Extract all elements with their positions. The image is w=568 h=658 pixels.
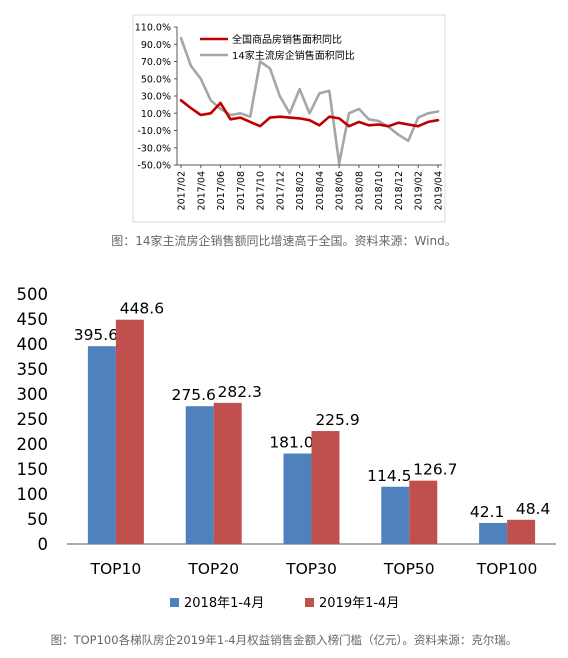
bar-2018: [381, 486, 410, 544]
x-tick-label: 2018/04: [315, 171, 326, 210]
x-tick-label: 2017/04: [196, 171, 207, 210]
y-tick-label: -30.0%: [137, 143, 171, 154]
x-tick-label: 2018/06: [335, 171, 346, 210]
bar-2019: [507, 519, 536, 544]
x-tick-label: 2017/10: [256, 171, 267, 210]
caption-top: 图：14家主流房企销售额同比增速高于全国。资料来源：Wind。: [111, 234, 457, 248]
y-tick-label: 100: [17, 485, 49, 504]
y-tick-label: 70.0%: [141, 57, 171, 68]
legend: 全国商品房销售面积同比 14家主流房企销售面积同比: [200, 33, 355, 62]
x-tick-label: 2017/02: [177, 171, 188, 210]
y-tick-label: 0: [38, 535, 49, 554]
bar-2018: [87, 346, 116, 544]
legend-swatch-2019: [305, 598, 314, 607]
y-tick-label: 450: [17, 310, 49, 329]
x-tick-label: TOP50: [383, 560, 435, 578]
y-tick-label: 200: [17, 435, 49, 454]
x-tick-label: 2019/04: [434, 171, 445, 210]
x-tick-label: 2018/12: [394, 171, 405, 210]
line-chart: 110.0% 90.0% 70.0% 50.0% 30.0% 10.0% -10.0% -30…: [132, 14, 446, 223]
data-label: 225.9: [315, 411, 359, 429]
data-label: 114.5: [367, 467, 411, 485]
data-label: 181.0: [269, 434, 313, 452]
legend-label-2019: 2019年1-4月: [319, 596, 399, 611]
y-tick-label: 30.0%: [141, 92, 171, 103]
data-label: 42.1: [470, 503, 505, 521]
data-label: 126.7: [413, 461, 457, 479]
x-tick-label: 2018/08: [354, 171, 365, 210]
x-tick-label: 2019/02: [414, 171, 425, 210]
y-tick-label: 90.0%: [141, 40, 171, 51]
y-tick-label: 10.0%: [141, 109, 171, 120]
data-label: 48.4: [516, 500, 551, 518]
series-line-14-developers: [179, 36, 440, 165]
legend-swatch-2018: [170, 598, 179, 607]
y-tick-label: 300: [17, 385, 49, 404]
series-line-national: [179, 99, 440, 128]
y-tick-label: 400: [17, 335, 49, 354]
data-label: 282.3: [218, 383, 262, 401]
x-tick-label: 2018/10: [374, 171, 385, 210]
x-tick-label: 2017/12: [275, 171, 286, 210]
x-tick-label: 2017/08: [236, 171, 247, 210]
x-tick-label: 2018/02: [295, 171, 306, 210]
y-tick-label: 110.0%: [135, 23, 171, 34]
y-tick-label: 50.0%: [141, 74, 171, 85]
bar-2018: [185, 406, 214, 544]
bar-2018: [479, 522, 508, 544]
legend-label-14-developers: 14家主流房企销售面积同比: [232, 49, 355, 62]
x-tick-label: 2017/06: [216, 171, 227, 210]
bar-2019: [409, 480, 438, 544]
x-tick-label: TOP30: [285, 560, 337, 578]
data-label: 448.6: [120, 300, 164, 318]
y-tick-label: -10.0%: [137, 126, 171, 137]
bar-2019: [311, 431, 340, 544]
y-tick-label: 500: [17, 285, 49, 304]
bar-2019: [213, 402, 242, 544]
data-label: 275.6: [172, 386, 216, 404]
x-tick-label: TOP10: [90, 560, 142, 578]
x-tick-label: TOP100: [476, 560, 538, 578]
bar-2019: [115, 319, 144, 544]
y-tick-label: 250: [17, 410, 49, 429]
legend: 2018年1-4月 2019年1-4月: [170, 596, 399, 611]
data-label: 395.6: [74, 326, 118, 344]
caption-bottom: 图：TOP100各梯队房企2019年1-4月权益销售金额入榜门槛（亿元）。资料来…: [50, 633, 518, 647]
legend-label-2018: 2018年1-4月: [184, 596, 264, 611]
legend-label-national: 全国商品房销售面积同比: [232, 33, 342, 46]
y-tick-label: 150: [17, 460, 49, 479]
bar-2018: [283, 453, 312, 544]
y-tick-label: 350: [17, 360, 49, 379]
y-tick-label: -50.0%: [137, 161, 171, 172]
x-tick-label: TOP20: [187, 560, 239, 578]
y-tick-label: 50: [27, 510, 48, 529]
